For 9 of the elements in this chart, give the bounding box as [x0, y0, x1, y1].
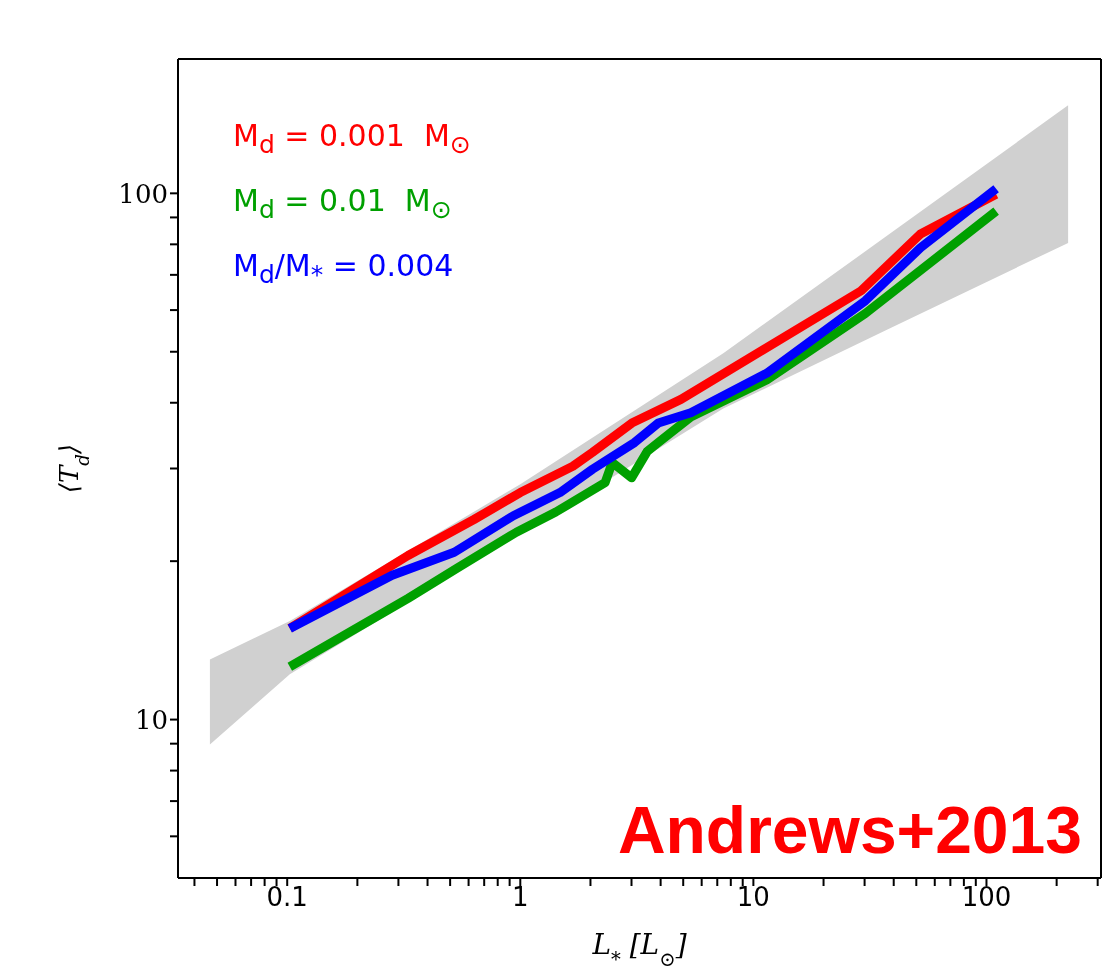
x-tick-label: 10 — [736, 882, 770, 913]
text: M$_{d}$/M$_{*}$ = 0.004 — [233, 247, 455, 291]
x-tick-label: 1 — [512, 882, 529, 913]
x-axis-title: L$_{*}$ [L$_{⊙}$] — [591, 928, 687, 971]
annotation: Andrews+2013 — [617, 792, 1082, 868]
text: M$_{d}$ = 0.001 M$_{⊙}$ — [233, 117, 471, 161]
x-tick-label: 0.1 — [266, 882, 308, 913]
text: M$_{d}$ = 0.01 M$_{⊙}$ — [233, 182, 453, 226]
x-tick-label: 100 — [961, 882, 1012, 913]
